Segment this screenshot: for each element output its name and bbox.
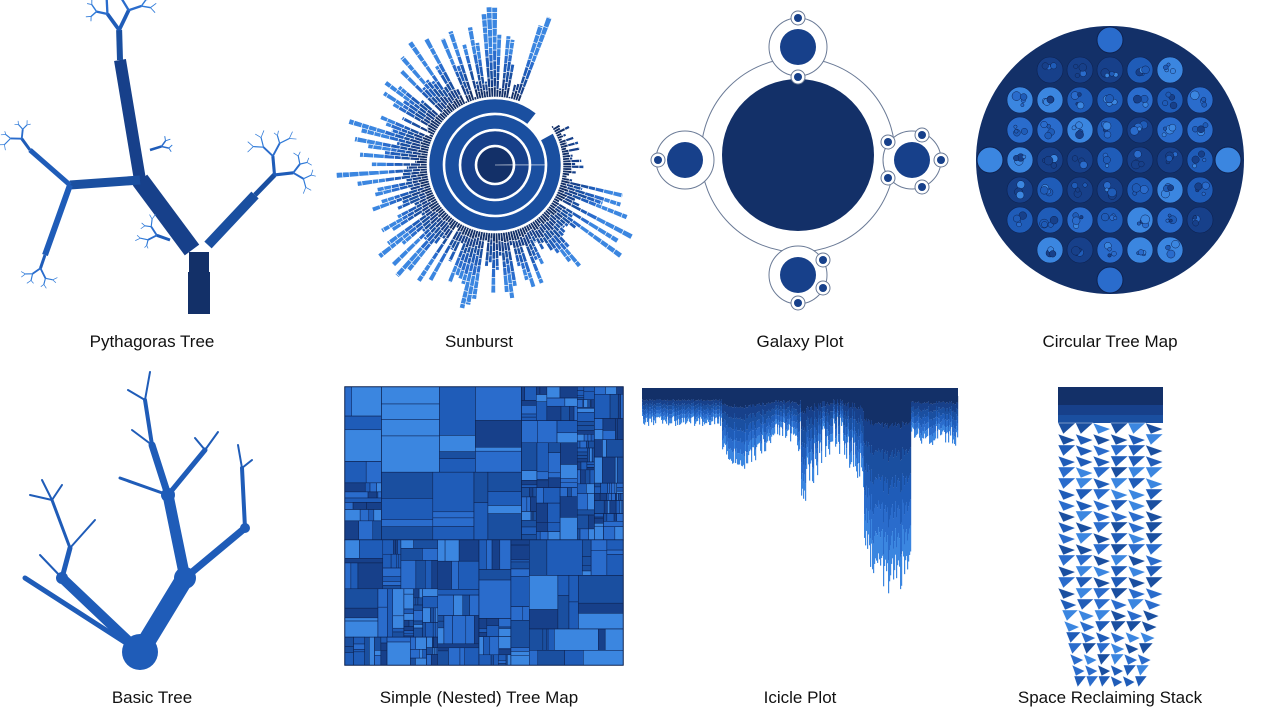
circular-tree-map-figure bbox=[976, 26, 1244, 294]
label-galaxy-plot: Galaxy Plot bbox=[756, 332, 844, 351]
icicle-plot-figure bbox=[642, 388, 959, 594]
simple-tree-map-figure bbox=[344, 386, 624, 666]
pythagoras-tree-figure bbox=[0, 0, 316, 314]
space-reclaiming-stack-figure bbox=[1057, 387, 1164, 688]
label-pythagoras-tree: Pythagoras Tree bbox=[89, 332, 215, 351]
label-icicle-plot: Icicle Plot bbox=[763, 688, 837, 707]
label-circular-tree-map: Circular Tree Map bbox=[1042, 332, 1178, 351]
label-sunburst: Sunburst bbox=[444, 332, 514, 351]
basic-tree-figure bbox=[22, 371, 253, 670]
galaxy-plot-figure bbox=[650, 10, 949, 311]
sunburst-figure bbox=[335, 6, 634, 310]
label-space-reclaiming-stack: Space Reclaiming Stack bbox=[1017, 688, 1203, 707]
label-basic-tree: Basic Tree bbox=[111, 688, 193, 707]
label-simple-tree-map: Simple (Nested) Tree Map bbox=[379, 688, 579, 707]
